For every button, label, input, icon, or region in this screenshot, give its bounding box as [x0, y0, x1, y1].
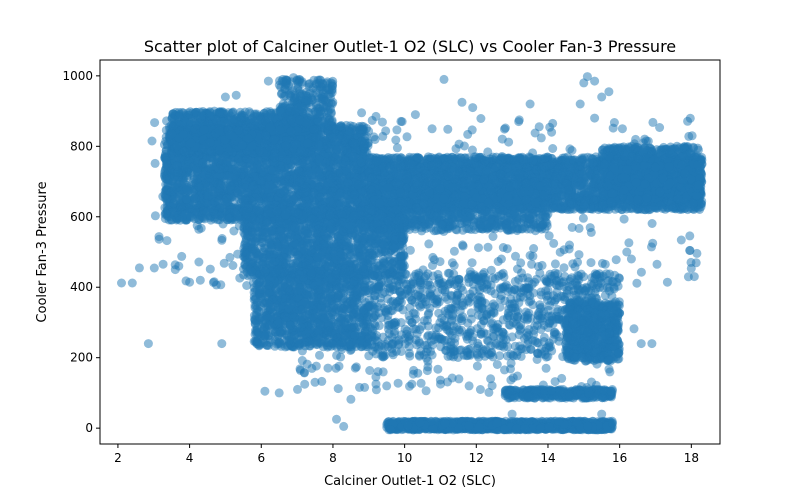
data-point — [201, 178, 210, 188]
data-point — [261, 131, 271, 141]
data-point — [350, 190, 359, 199]
data-point — [221, 193, 231, 203]
data-point — [199, 125, 209, 135]
data-point — [296, 146, 306, 156]
data-point — [266, 108, 276, 118]
data-point — [342, 145, 352, 155]
data-point — [255, 146, 265, 156]
data-point — [240, 107, 250, 117]
data-point — [197, 111, 207, 121]
data-point — [279, 187, 289, 197]
data-point — [284, 163, 294, 173]
data-point — [357, 157, 366, 167]
chart-title: Scatter plot of Calciner Outlet-1 O2 (SL… — [144, 37, 676, 56]
data-point — [192, 175, 202, 185]
data-point — [182, 194, 192, 204]
data-point — [204, 163, 214, 173]
data-point — [237, 140, 247, 150]
data-point — [309, 188, 319, 198]
data-points — [117, 72, 707, 435]
data-point — [261, 198, 271, 208]
data-point — [295, 177, 305, 187]
data-point — [269, 135, 279, 145]
data-point — [311, 164, 321, 174]
data-point — [205, 111, 215, 121]
